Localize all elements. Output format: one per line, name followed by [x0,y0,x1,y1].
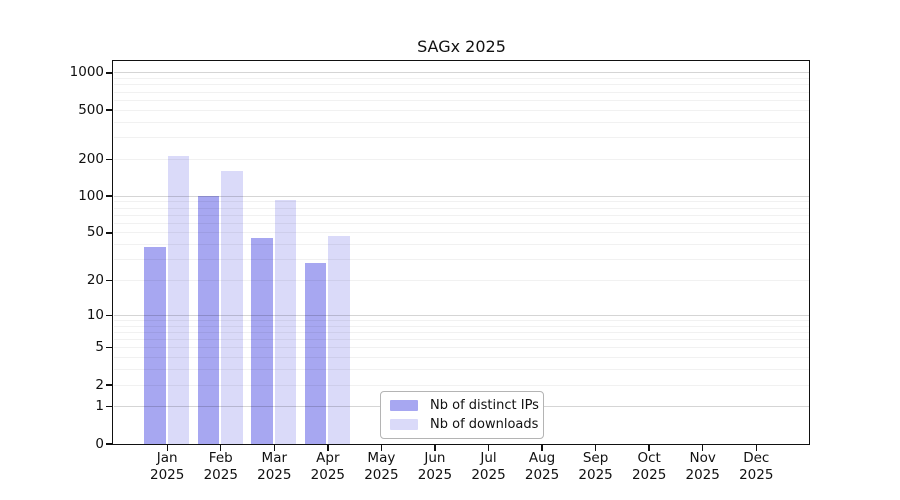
bar-downloads-apr [328,236,350,445]
y-tick-label-500: 500 [78,101,104,118]
y-tick-50 [106,232,112,234]
legend-item-downloads: Nb of downloads [390,417,538,432]
minor-gridline-4 [114,357,809,359]
legend-item-distinct-ips: Nb of distinct IPs [390,398,539,413]
x-tick-label-feb: Feb 2025 [203,450,238,483]
x-tick-jun [434,445,436,451]
bar-distinct-ips-apr [304,263,327,445]
minor-gridline-700 [114,91,809,93]
x-tick-mar [273,445,275,451]
minor-gridline-50 [114,232,809,234]
y-tick-2 [106,384,112,386]
major-gridline-10 [114,314,809,316]
minor-gridline-5 [114,347,809,349]
y-tick-0 [106,443,112,445]
minor-gridline-40 [114,244,809,246]
minor-gridline-500 [114,109,809,111]
y-tick-label-200: 200 [78,150,104,167]
major-gridline-1000 [114,72,809,74]
bar-downloads-jan [167,155,189,445]
minor-gridline-6 [114,339,809,340]
y-tick-label-0: 0 [95,435,104,452]
x-tick-label-jul: Jul 2025 [471,450,506,483]
minor-gridline-30 [114,259,809,261]
y-tick-10 [106,314,112,316]
x-tick-label-dec: Dec 2025 [739,450,774,483]
minor-gridline-60 [114,222,809,224]
x-tick-label-jun: Jun 2025 [417,450,453,483]
minor-gridline-8 [114,325,809,327]
x-tick-dec [755,445,757,451]
minor-gridline-70 [114,214,809,216]
x-tick-label-sep: Sep 2025 [578,450,613,483]
x-tick-feb [220,445,222,451]
bar-distinct-ips-mar [251,238,273,445]
y-tick-label-1: 1 [95,398,104,415]
minor-gridline-9 [114,319,809,321]
y-tick-label-100: 100 [78,187,104,204]
bar-downloads-feb [221,171,243,445]
minor-gridline-7 [114,331,809,333]
minor-gridline-600 [114,99,809,101]
y-tick-label-10: 10 [86,306,104,323]
y-tick-label-1000: 1000 [69,64,104,81]
legend-swatch-downloads [390,418,418,430]
minor-gridline-400 [114,121,809,123]
minor-gridline-20 [114,280,809,281]
legend: Nb of distinct IPs Nb of downloads [380,391,544,439]
y-tick-1 [106,406,112,408]
x-tick-apr [327,445,329,451]
x-tick-may [380,445,383,451]
legend-swatch-distinct-ips [390,400,418,412]
x-tick-aug [541,445,543,451]
x-tick-jul [487,445,490,451]
y-tick-label-2: 2 [95,376,104,393]
major-gridline-100 [114,195,809,197]
x-tick-label-jan: Jan 2025 [150,450,185,483]
x-tick-label-may: May 2025 [364,450,399,483]
minor-gridline-80 [114,207,809,209]
x-tick-label-apr: Apr 2025 [310,450,346,483]
x-tick-nov [702,445,704,451]
x-tick-label-nov: Nov 2025 [685,450,720,483]
minor-gridline-90 [114,201,809,203]
y-tick-200 [106,158,112,160]
bar-downloads-mar [274,200,297,445]
y-tick-label-20: 20 [86,272,104,288]
minor-gridline-300 [114,137,809,139]
bar-distinct-ips-feb [197,196,220,445]
x-tick-jan [166,445,168,451]
chart-title: SAGx 2025 [417,37,506,56]
y-tick-label-5: 5 [95,339,104,356]
bar-distinct-ips-jan [144,247,166,445]
minor-gridline-3 [114,369,809,371]
y-tick-100 [106,195,112,197]
minor-gridline-2 [114,384,809,386]
minor-gridline-200 [114,158,809,160]
x-tick-label-aug: Aug 2025 [524,450,560,483]
y-tick-5 [106,347,112,349]
y-tick-label-50: 50 [86,224,104,241]
legend-label-downloads: Nb of downloads [430,416,539,432]
x-tick-label-mar: Mar 2025 [257,450,292,483]
x-tick-sep [594,445,597,451]
x-tick-oct [648,445,650,451]
minor-gridline-900 [114,78,809,80]
x-tick-label-oct: Oct 2025 [631,450,667,483]
y-tick-500 [106,109,112,111]
legend-label-distinct-ips: Nb of distinct IPs [430,398,539,414]
minor-gridline-800 [114,84,809,86]
y-tick-1000 [106,72,112,74]
y-tick-20 [106,279,112,282]
